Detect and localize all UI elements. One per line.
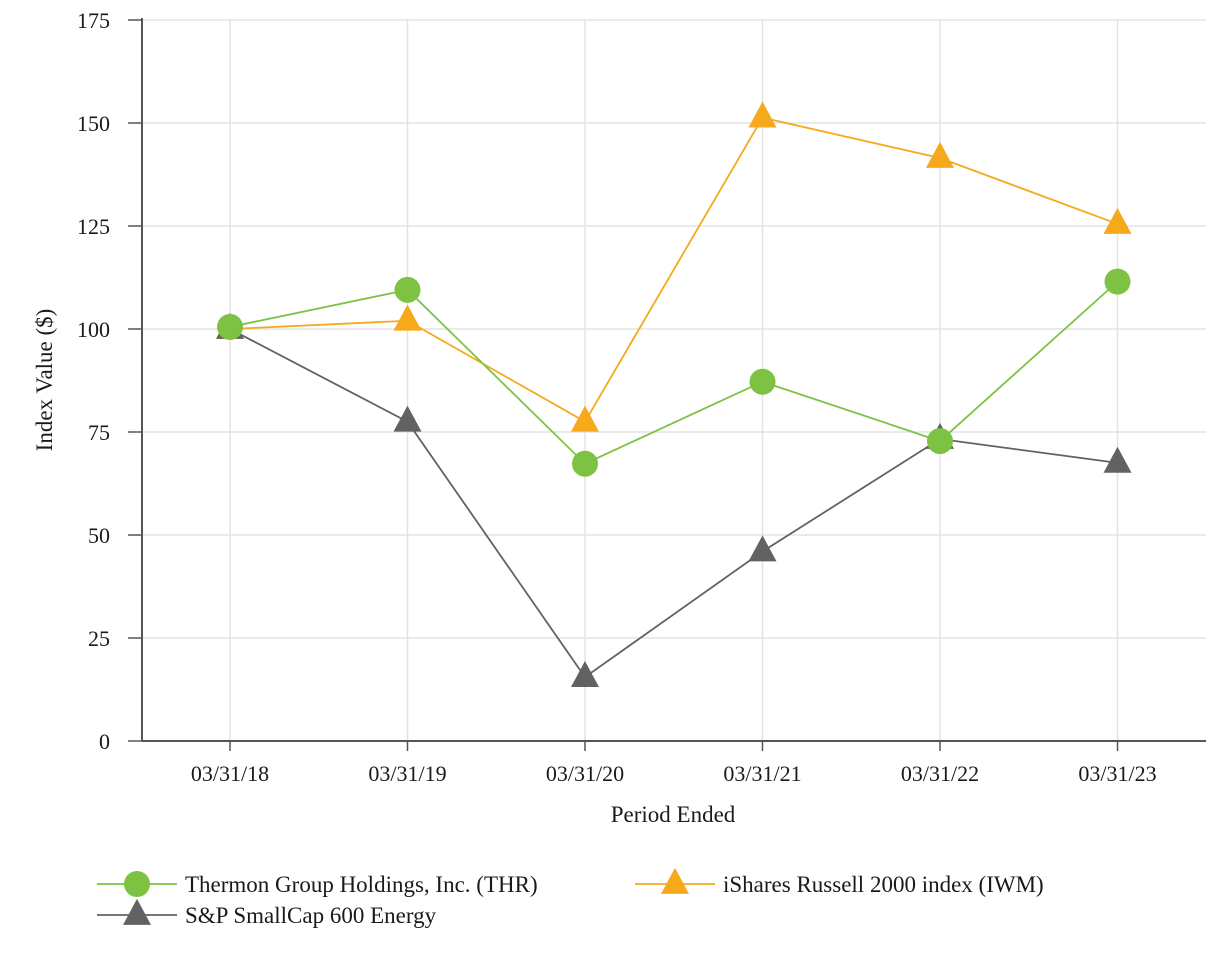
legend-item-s-p-smallcap-600-energy: S&P SmallCap 600 Energy	[97, 898, 437, 928]
data-point	[748, 101, 777, 128]
legend-label: iShares Russell 2000 index (IWM)	[723, 872, 1044, 897]
y-tick-label: 125	[77, 214, 110, 239]
grid-lines	[142, 19, 1206, 741]
series-line	[229, 280, 1119, 465]
x-tick-label: 03/31/18	[191, 761, 269, 786]
legend: Thermon Group Holdings, Inc. (THR) iShare…	[97, 867, 1044, 928]
legend-item-ishares-russell-2000-index-iwm: iShares Russell 2000 index (IWM)	[635, 867, 1044, 897]
x-tick-label: 03/31/20	[546, 761, 624, 786]
series-line	[229, 116, 1118, 423]
legend-label: Thermon Group Holdings, Inc. (THR)	[185, 872, 538, 897]
data-point	[572, 450, 598, 477]
axes	[128, 18, 1206, 751]
legend-marker	[661, 867, 689, 894]
y-tick-label: 50	[88, 523, 110, 548]
y-tick-label: 75	[88, 420, 110, 445]
data-point	[927, 428, 953, 455]
data-point	[217, 313, 243, 340]
y-tick-label: 25	[88, 626, 110, 651]
data-point	[926, 141, 954, 168]
y-tick-label: 100	[77, 317, 110, 342]
data-point	[571, 405, 599, 432]
x-tick-labels: 03/31/18 03/31/19 03/31/20 03/31/21 03/31/22…	[191, 761, 1157, 786]
data-point	[748, 535, 777, 562]
series-s-p-smallcap-600-energy	[216, 312, 1132, 688]
series-ishares-russell-2000-index-iwm	[216, 101, 1132, 432]
data-point	[393, 304, 422, 331]
x-tick-label: 03/31/22	[901, 761, 979, 786]
x-tick-label: 03/31/23	[1078, 761, 1156, 786]
y-tick-label: 0	[99, 729, 110, 754]
y-axis-title: Index Value ($)	[32, 309, 57, 452]
data-point	[1103, 446, 1132, 473]
series-line	[229, 328, 1118, 679]
y-tick-label: 175	[77, 8, 110, 33]
y-tick-labels: 0 25 50 75 100 125 150 175	[77, 8, 110, 754]
data-point	[393, 405, 422, 432]
data-point	[1104, 268, 1131, 295]
data-point	[749, 368, 776, 395]
series-thermon-group-holdings-inc-thr	[217, 268, 1131, 477]
x-tick-label: 03/31/19	[368, 761, 446, 786]
x-tick-label: 03/31/21	[723, 761, 801, 786]
data-point	[1103, 207, 1132, 234]
legend-marker	[123, 898, 151, 925]
data-point	[571, 661, 599, 688]
data-point	[394, 276, 421, 303]
legend-item-thermon-group-holdings-inc-thr: Thermon Group Holdings, Inc. (THR)	[97, 871, 538, 897]
x-axis-title: Period Ended	[611, 802, 736, 827]
legend-label: S&P SmallCap 600 Energy	[185, 903, 437, 928]
legend-marker	[124, 871, 150, 897]
series-group	[216, 101, 1132, 688]
y-tick-label: 150	[77, 111, 110, 136]
